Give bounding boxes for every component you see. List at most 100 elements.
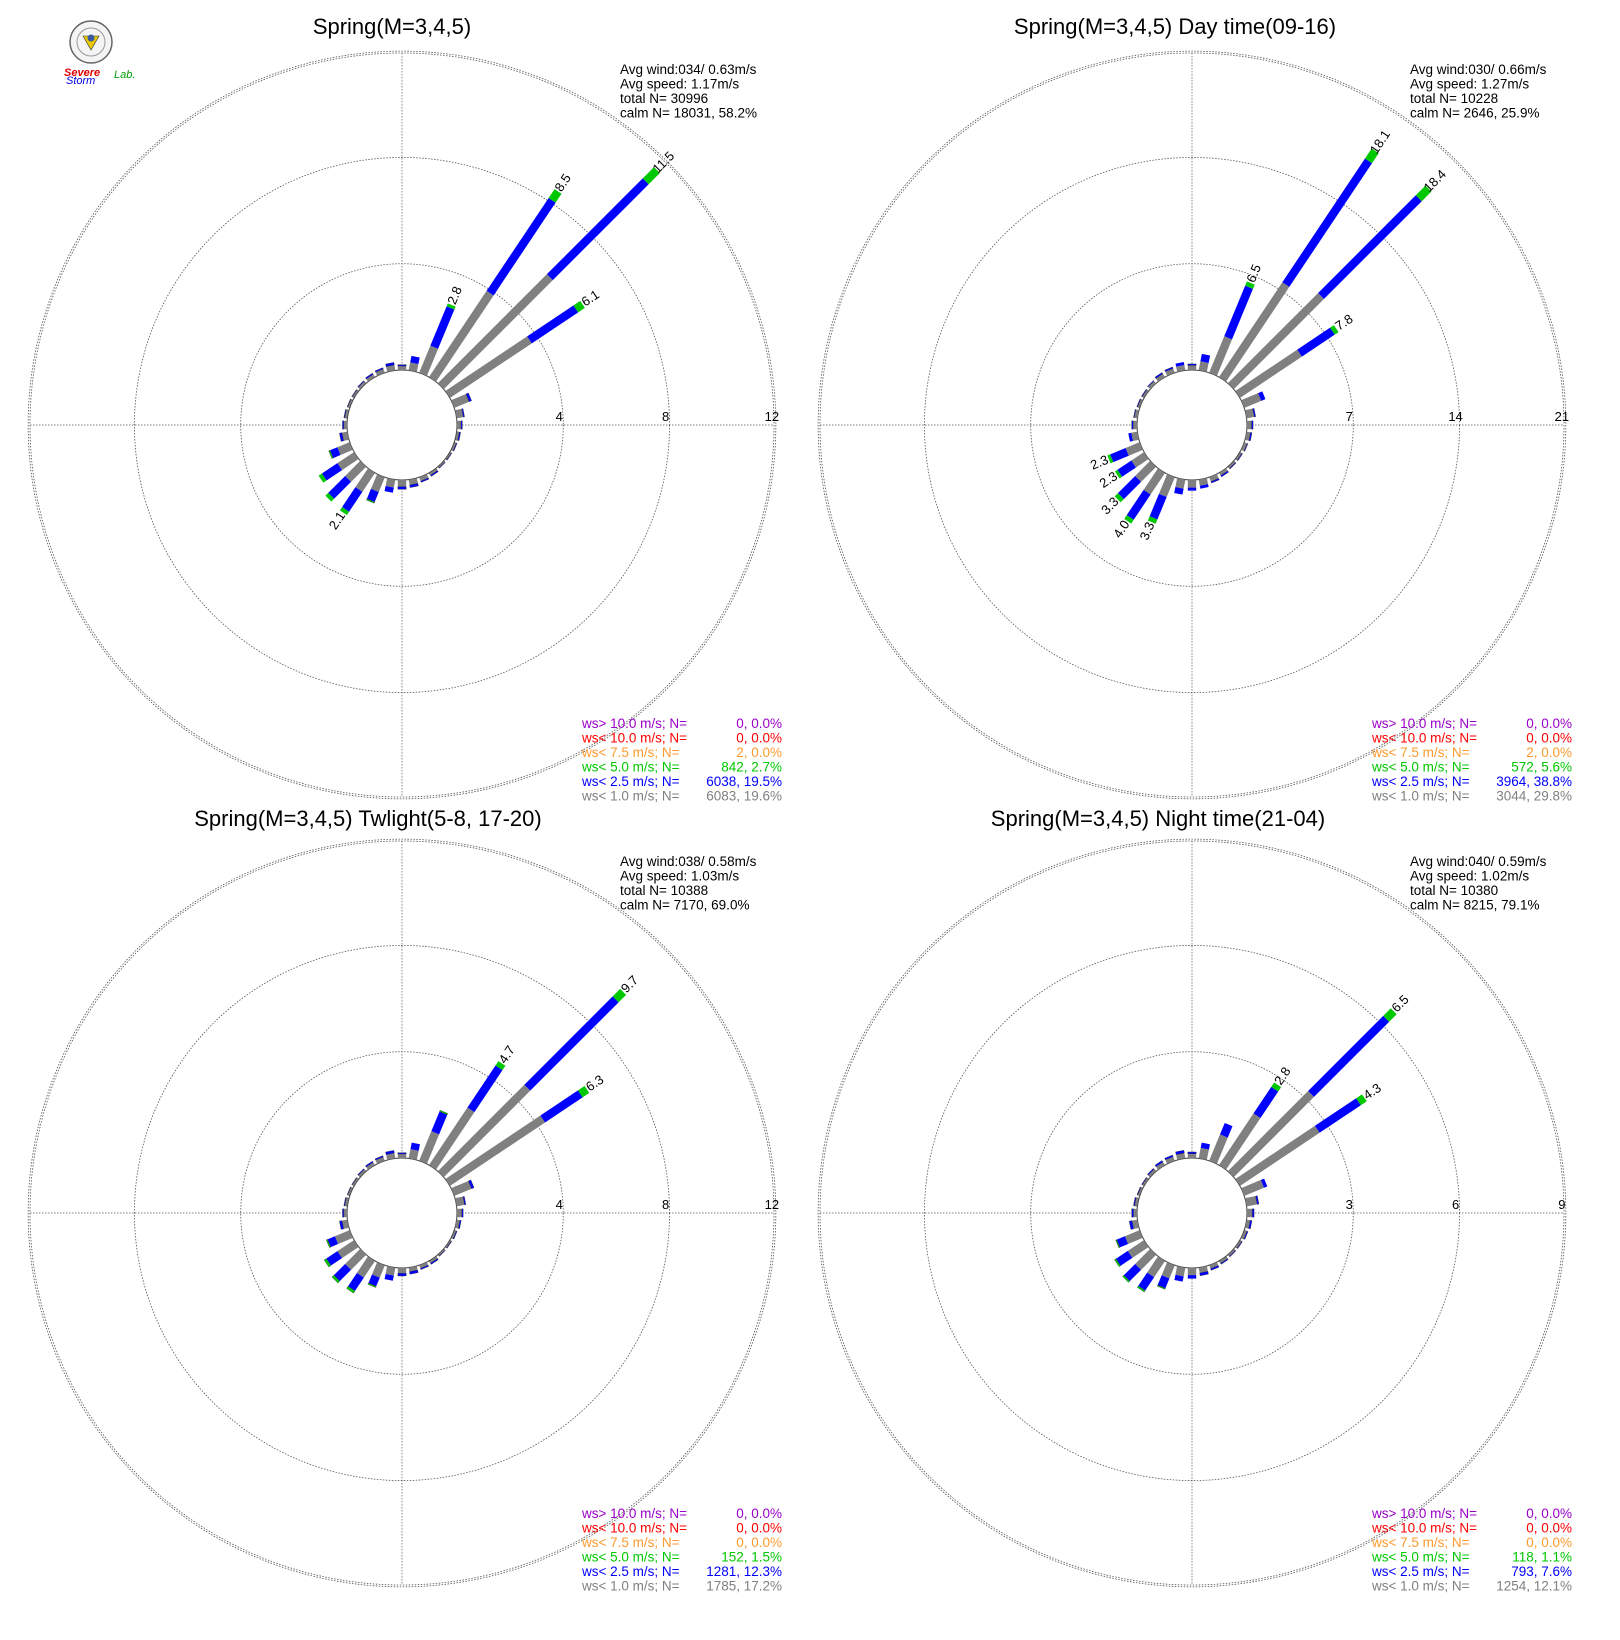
legend-label: ws< 7.5 m/s; N= bbox=[1371, 745, 1470, 760]
direction-bar-segment bbox=[1241, 1179, 1265, 1196]
direction-bar-segment bbox=[343, 420, 347, 430]
direction-bar-segment bbox=[375, 368, 385, 376]
direction-bar-segment bbox=[1155, 373, 1165, 382]
direction-bar-segment bbox=[329, 447, 341, 459]
direction-bar-segment bbox=[467, 1065, 503, 1113]
direction-bar-segment bbox=[419, 474, 429, 482]
direction-bar-segment bbox=[325, 1239, 331, 1248]
direction-bar-segment bbox=[1252, 1208, 1255, 1218]
direction-bar-segment bbox=[1248, 432, 1253, 442]
direction-bar-segment bbox=[1141, 1177, 1148, 1186]
ring-label: 3 bbox=[1346, 1197, 1353, 1212]
direction-bar-segment bbox=[1116, 1236, 1129, 1248]
direction-bar-segment bbox=[486, 197, 556, 296]
direction-bar-segment bbox=[1219, 282, 1290, 382]
direction-bar-segment bbox=[326, 1251, 343, 1266]
legend-value: 842, 2.7% bbox=[721, 760, 782, 775]
direction-bar-segment bbox=[1147, 1168, 1155, 1176]
direction-bar-segment bbox=[1187, 487, 1197, 491]
stat-line: calm N= 8215, 79.1% bbox=[1410, 898, 1539, 913]
direction-bar-segment bbox=[1187, 1153, 1197, 1158]
direction-bar-segment bbox=[365, 1160, 374, 1168]
direction-bar-segment bbox=[445, 1115, 546, 1186]
direction-bar-segment bbox=[495, 1061, 506, 1071]
logo-text-severe: Severe bbox=[64, 67, 100, 79]
legend-label: ws< 5.0 m/s; N= bbox=[581, 1550, 680, 1565]
stat-line: calm N= 2646, 25.9% bbox=[1410, 106, 1539, 121]
direction-bar-segment bbox=[420, 1264, 429, 1270]
direction-bar-segment bbox=[1164, 366, 1174, 372]
direction-bar-segment bbox=[1124, 1230, 1143, 1245]
panel-title: Spring(M=3,4,5) Twlight(5-8, 17-20) bbox=[194, 806, 541, 831]
direction-bar-segment bbox=[1107, 454, 1114, 464]
direction-bar-segment bbox=[384, 1273, 394, 1281]
stat-line: calm N= 7170, 69.0% bbox=[620, 898, 749, 913]
legend-value: 118, 1.1% bbox=[1512, 1550, 1572, 1565]
direction-bar-segment bbox=[455, 1196, 465, 1207]
direction-bar-segment bbox=[1330, 325, 1339, 335]
direction-bar-segment bbox=[1229, 1250, 1237, 1258]
direction-bar-segment bbox=[465, 392, 472, 402]
direction-bar-segment bbox=[342, 1219, 349, 1229]
stat-line: total N= 10388 bbox=[620, 883, 708, 898]
direction-bar-segment bbox=[410, 1142, 420, 1151]
logo-emblem-center bbox=[87, 34, 95, 42]
direction-bar-segment bbox=[1247, 420, 1252, 430]
direction-bar-segment bbox=[323, 1258, 332, 1268]
direction-bar-segment bbox=[451, 1180, 472, 1196]
direction-bar-segment bbox=[1219, 468, 1228, 476]
direction-bar-segment bbox=[331, 1274, 341, 1284]
direction-bar-segment bbox=[642, 167, 660, 185]
legend-value: 2, 0.0% bbox=[736, 745, 782, 760]
direction-bar-segment bbox=[1187, 480, 1197, 488]
ring-3 bbox=[817, 50, 1567, 800]
direction-bar-segment bbox=[1199, 1271, 1209, 1276]
direction-bar-segment bbox=[1147, 380, 1155, 388]
direction-bar-segment bbox=[1227, 292, 1325, 390]
direction-bar-segment bbox=[1129, 1220, 1134, 1230]
direction-bar-segment bbox=[1209, 474, 1219, 482]
direction-bar-segment bbox=[1187, 1151, 1197, 1154]
legend-label: ws< 1.0 m/s; N= bbox=[1371, 789, 1470, 804]
ring-label: 4 bbox=[556, 409, 563, 424]
direction-bar-segment bbox=[1132, 1219, 1139, 1229]
direction-bar-segment bbox=[374, 1155, 384, 1161]
peak-label: 3.3 bbox=[1137, 520, 1158, 542]
direction-bar-segment bbox=[408, 362, 419, 372]
direction-bar-segment bbox=[1175, 1266, 1186, 1277]
logo-text-lab: Lab. bbox=[114, 69, 135, 81]
direction-bar-segment bbox=[1210, 478, 1220, 484]
legend-value: 0, 0.0% bbox=[1526, 731, 1572, 746]
ring-label: 21 bbox=[1555, 409, 1569, 424]
direction-bar-segment bbox=[1243, 443, 1249, 452]
direction-bar-segment bbox=[461, 1208, 464, 1218]
legend-value: 1281, 12.3% bbox=[706, 1564, 782, 1579]
direction-bar-segment bbox=[1229, 462, 1237, 470]
direction-bar-segment bbox=[573, 300, 585, 313]
stat-line: Avg speed: 1.02m/s bbox=[1410, 869, 1529, 884]
direction-bar-segment bbox=[1124, 515, 1134, 524]
direction-bar-segment bbox=[351, 389, 358, 398]
legend-label: ws< 10.0 m/s; N= bbox=[1371, 731, 1477, 746]
direction-bar-segment bbox=[438, 1249, 446, 1257]
ring-label: 7 bbox=[1346, 409, 1353, 424]
direction-bar-segment bbox=[1365, 148, 1379, 164]
direction-bar-segment bbox=[367, 1282, 377, 1288]
direction-bar-segment bbox=[386, 1153, 396, 1160]
direction-bar-segment bbox=[365, 372, 374, 380]
direction-bar-segment bbox=[457, 420, 461, 430]
ring-label: 14 bbox=[1448, 409, 1462, 424]
legend-label: ws< 10.0 m/s; N= bbox=[581, 731, 687, 746]
panel-title: Spring(M=3,4,5) Night time(21-04) bbox=[991, 806, 1325, 831]
direction-bar-segment bbox=[325, 492, 335, 502]
direction-bar-segment bbox=[1114, 1258, 1121, 1268]
direction-bar-segment bbox=[419, 1262, 429, 1269]
direction-bar-segment bbox=[1224, 285, 1253, 340]
direction-bar-segment bbox=[548, 189, 562, 203]
legend-label: ws< 2.5 m/s; N= bbox=[1371, 774, 1470, 789]
direction-bar-segment bbox=[397, 1152, 407, 1155]
direction-bar-segment bbox=[1241, 442, 1248, 452]
direction-bar-segment bbox=[385, 362, 395, 367]
direction-bar-segment bbox=[1143, 468, 1165, 495]
direction-bar-segment bbox=[1165, 368, 1175, 376]
